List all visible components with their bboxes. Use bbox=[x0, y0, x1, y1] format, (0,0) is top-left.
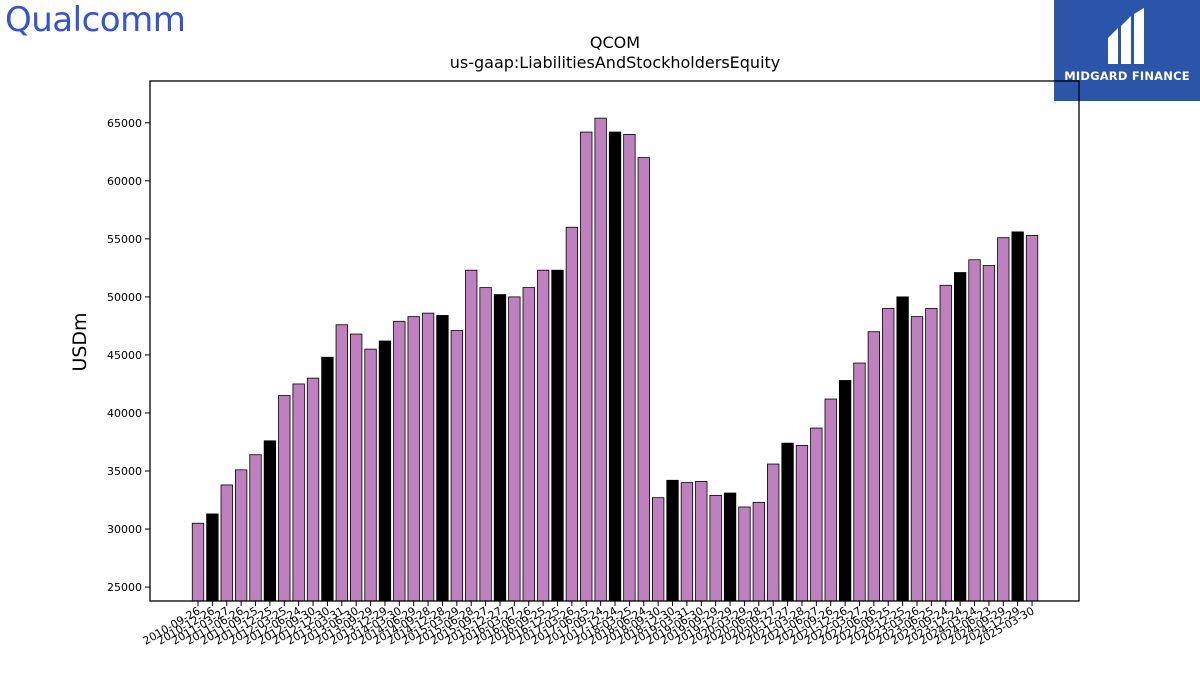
plot-frame bbox=[149, 80, 1080, 602]
bar-2014-12-28 bbox=[436, 315, 449, 602]
y-tick-label: 65000 bbox=[107, 117, 142, 130]
bar-2022-03-27 bbox=[853, 362, 866, 602]
midgard-logo-text: MIDGARD FINANCE bbox=[1064, 69, 1190, 83]
chart-subtitle: us-gaap:LiabilitiesAndStockholdersEquity bbox=[450, 53, 781, 72]
bar-2022-06-26 bbox=[867, 331, 881, 602]
bar-2015-09-27 bbox=[479, 287, 492, 602]
bar-2012-06-24 bbox=[292, 383, 305, 602]
midgard-finance-logo: MIDGARD FINANCE bbox=[1054, 0, 1200, 101]
y-axis-label: USDm bbox=[69, 312, 91, 371]
bar-2010-12-26 bbox=[206, 513, 219, 602]
bar-2017-09-24 bbox=[594, 117, 607, 602]
bar-2016-09-25 bbox=[536, 269, 550, 602]
y-tick-label: 40000 bbox=[107, 407, 142, 420]
y-ticks-group: 25000 30000 35000 40000 45000 50000 55000 60000… bbox=[107, 117, 150, 594]
bar-2015-03-29 bbox=[450, 330, 463, 602]
y-tick-label: 30000 bbox=[107, 523, 142, 536]
bar-2011-09-25 bbox=[249, 454, 262, 602]
bar-2017-06-25 bbox=[580, 131, 593, 602]
bar-2022-12-25 bbox=[896, 296, 909, 602]
bar-2011-12-25 bbox=[263, 440, 277, 602]
bar-2020-06-28 bbox=[752, 501, 765, 602]
y-tick-label: 45000 bbox=[107, 349, 142, 362]
bar-2013-03-31 bbox=[335, 324, 348, 602]
bar-2021-06-27 bbox=[810, 427, 823, 602]
bar-2024-12-29 bbox=[1011, 231, 1024, 602]
bar-2024-09-29 bbox=[997, 237, 1010, 602]
bar-2019-09-29 bbox=[709, 494, 722, 602]
y-tick-label: 25000 bbox=[107, 581, 142, 594]
midgard-logo-icon bbox=[1108, 8, 1144, 64]
bar-2021-12-26 bbox=[838, 380, 852, 602]
bar-2010-09-26 bbox=[191, 522, 205, 602]
bar-2019-06-30 bbox=[695, 481, 708, 602]
bar-2025-03-30 bbox=[1025, 234, 1039, 602]
bar-2015-12-27 bbox=[493, 294, 507, 602]
bar-2018-03-25 bbox=[623, 133, 636, 602]
bar-2018-09-30 bbox=[652, 497, 665, 602]
bar-2024-06-23 bbox=[982, 265, 996, 602]
y-tick-label: 60000 bbox=[107, 175, 142, 188]
bar-2018-12-30 bbox=[666, 479, 679, 602]
bar-2013-06-30 bbox=[350, 333, 363, 602]
bar-2023-06-25 bbox=[925, 308, 938, 602]
bar-2023-03-26 bbox=[910, 316, 924, 602]
bar-2016-12-25 bbox=[551, 269, 564, 602]
bar-2021-03-28 bbox=[795, 445, 809, 602]
bar-2022-09-25 bbox=[882, 308, 895, 602]
bar-2024-03-24 bbox=[968, 259, 981, 602]
bar-2018-06-24 bbox=[637, 157, 650, 602]
bar-2016-03-27 bbox=[508, 296, 521, 602]
bar-2020-03-29 bbox=[738, 506, 751, 602]
bar-2020-09-27 bbox=[767, 463, 780, 602]
bar-2012-09-30 bbox=[306, 377, 320, 602]
bar-2017-12-24 bbox=[608, 131, 622, 602]
y-tick-label: 35000 bbox=[107, 465, 142, 478]
bar-2023-12-24 bbox=[953, 272, 967, 602]
y-tick-label: 50000 bbox=[107, 291, 142, 304]
bar-2016-06-26 bbox=[522, 287, 535, 602]
bar-2011-03-27 bbox=[220, 484, 233, 602]
bar-2015-06-28 bbox=[465, 269, 478, 602]
bar-2013-12-29 bbox=[378, 340, 392, 602]
bar-2014-09-28 bbox=[421, 312, 435, 602]
bar-2017-03-26 bbox=[565, 226, 579, 602]
y-tick-label: 55000 bbox=[107, 233, 142, 246]
bar-2014-06-29 bbox=[407, 316, 420, 602]
qualcomm-logo: Qualcomm bbox=[5, 0, 186, 40]
bar-2021-09-26 bbox=[824, 398, 837, 602]
bar-2014-03-30 bbox=[393, 320, 406, 602]
bar-2011-06-26 bbox=[234, 469, 248, 602]
bar-2023-09-24 bbox=[939, 284, 952, 602]
bar-2013-09-29 bbox=[364, 348, 377, 602]
chart-title: QCOM bbox=[590, 33, 640, 52]
bar-2012-12-30 bbox=[321, 356, 334, 602]
bar-2020-12-27 bbox=[781, 442, 794, 602]
bar-2019-03-31 bbox=[680, 482, 694, 602]
bars-group bbox=[191, 117, 1039, 602]
bar-2019-12-29 bbox=[723, 492, 737, 602]
bar-2012-03-25 bbox=[278, 395, 291, 602]
x-ticks-group: 2010-09-262010-12-262011-03-272011-06-26… bbox=[141, 601, 1037, 648]
